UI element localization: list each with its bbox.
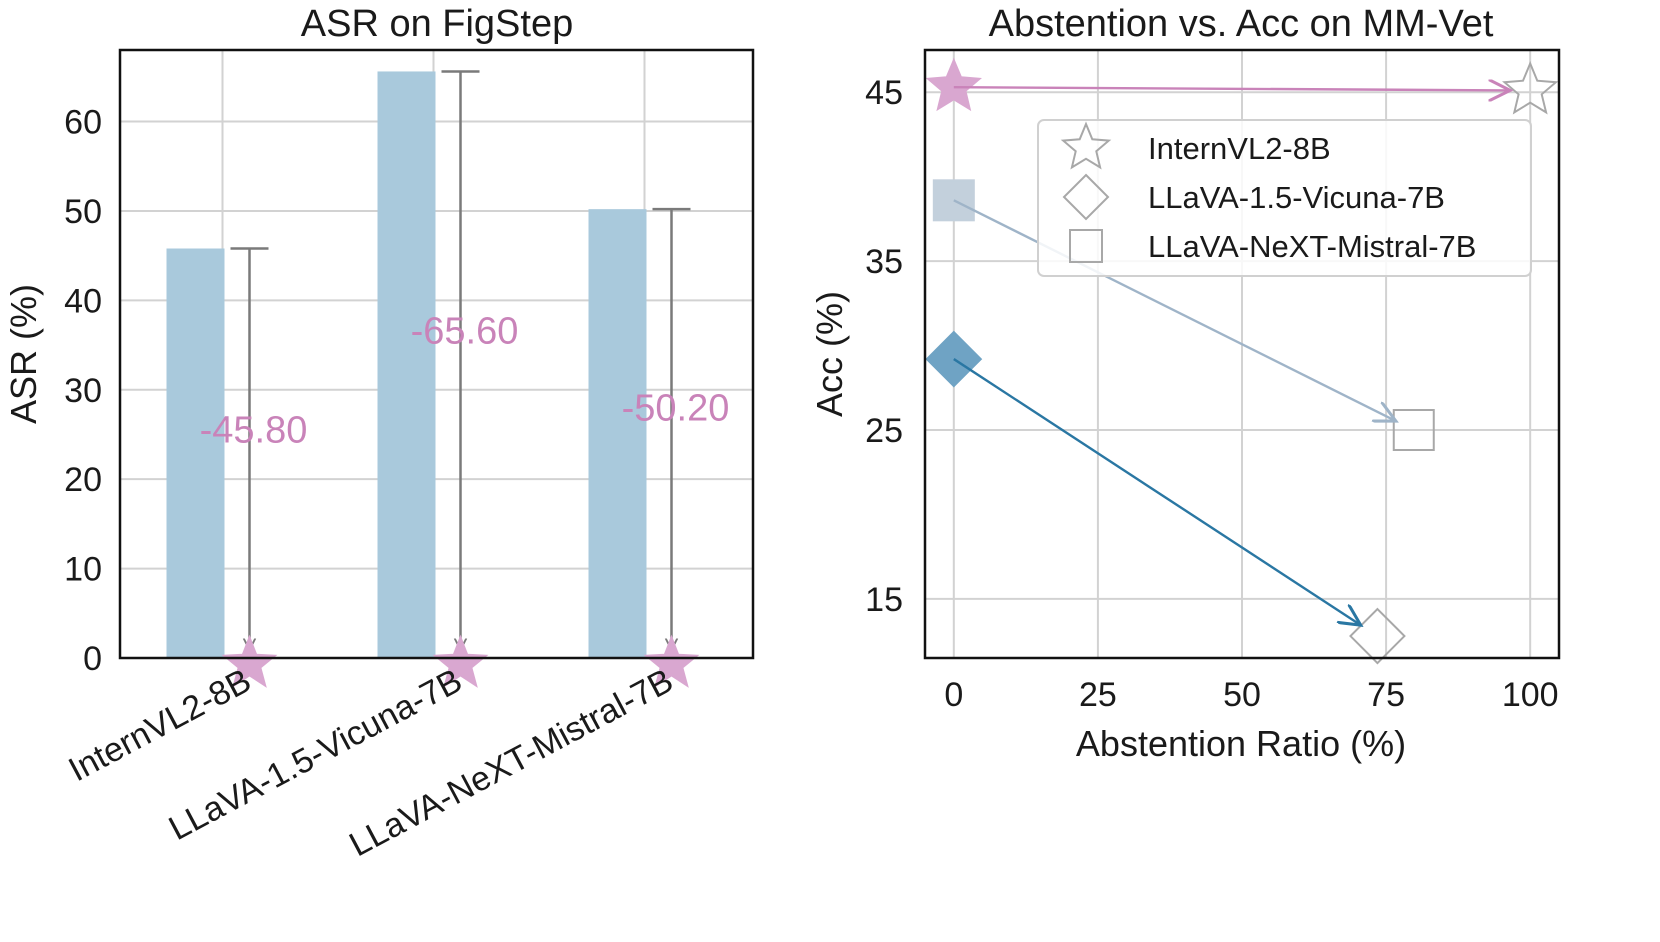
left-x-tick: InternVL2-8B <box>63 662 258 790</box>
legend-star-icon <box>1060 121 1112 170</box>
asr-delta-label: -50.20 <box>622 388 730 430</box>
left-chart-title: ASR on FigStep <box>301 3 573 45</box>
left-y-axis-label: ASR (%) <box>3 284 44 424</box>
end-marker-diamond <box>1349 607 1406 665</box>
left-plot-frame <box>118 48 755 660</box>
asr-bar-chart: ASR on FigStep -45.80 -65.60 -50.20 0 10 20 3… <box>3 3 755 865</box>
asr-after-star <box>432 634 489 688</box>
left-y-tick: 30 <box>64 372 102 410</box>
left-annotations: -45.80 -65.60 -50.20 <box>200 311 730 452</box>
right-y-tick-labels: 15 25 35 45 <box>865 74 903 619</box>
right-x-tick: 75 <box>1367 676 1405 714</box>
left-y-tick: 40 <box>64 282 102 320</box>
right-x-tick: 100 <box>1502 676 1559 714</box>
right-y-tick: 25 <box>865 412 903 450</box>
right-y-tick: 35 <box>865 243 903 281</box>
right-x-tick: 0 <box>944 676 963 714</box>
left-bars <box>166 71 647 659</box>
left-y-tick-labels: 0 10 20 30 40 50 60 <box>64 104 102 678</box>
legend-square-icon <box>1069 229 1103 263</box>
left-stars <box>221 634 700 688</box>
right-arrows <box>953 87 1510 625</box>
right-y-tick: 45 <box>865 74 903 112</box>
right-y-tick: 15 <box>865 581 903 619</box>
asr-bar <box>377 71 436 659</box>
right-plot-frame <box>923 48 1561 660</box>
left-y-tick: 20 <box>64 461 102 499</box>
asr-delta-label: -45.80 <box>200 410 308 452</box>
left-y-tick: 60 <box>64 104 102 142</box>
asr-delta-label: -65.60 <box>411 311 519 353</box>
asr-bar <box>166 248 225 658</box>
legend-diamond-icon <box>1062 173 1110 221</box>
left-y-tick: 50 <box>64 193 102 231</box>
right-x-tick: 50 <box>1223 676 1261 714</box>
left-y-tick: 0 <box>83 640 102 678</box>
asr-bar <box>588 209 647 658</box>
right-x-axis-label: Abstention Ratio (%) <box>1076 723 1406 764</box>
abstention-shift-arrow <box>953 87 1510 90</box>
right-y-axis-label: Acc (%) <box>809 291 850 417</box>
asr-after-star <box>643 634 700 688</box>
legend: InternVL2-8B LLaVA-1.5-Vicuna-7B LLaVA-NeX… <box>1037 119 1532 277</box>
left-y-tick: 10 <box>64 551 102 589</box>
right-x-tick: 25 <box>1079 676 1117 714</box>
right-x-tick-labels: 0 25 50 75 100 <box>944 676 1558 714</box>
legend-entry-label: InternVL2-8B <box>1148 131 1331 166</box>
abstention-shift-arrow <box>953 358 1361 625</box>
start-marker-star <box>925 57 982 112</box>
abstention-shift-arrow <box>953 199 1396 421</box>
asr-after-star <box>221 634 278 688</box>
legend-box <box>1037 119 1532 277</box>
left-arrows <box>230 70 691 650</box>
right-chart-title: Abstention vs. Acc on MM-Vet <box>989 3 1494 45</box>
abstention-scatter-chart: Abstention vs. Acc on MM-Vet InternVL2-8… <box>809 3 1561 764</box>
end-marker-square <box>1392 409 1435 451</box>
legend-entry-label: LLaVA-NeXT-Mistral-7B <box>1148 229 1476 264</box>
legend-entry-label: LLaVA-1.5-Vicuna-7B <box>1148 180 1445 215</box>
left-x-tick-labels: InternVL2-8BLLaVA-1.5-Vicuna-7BLLaVA-NeX… <box>63 662 680 865</box>
